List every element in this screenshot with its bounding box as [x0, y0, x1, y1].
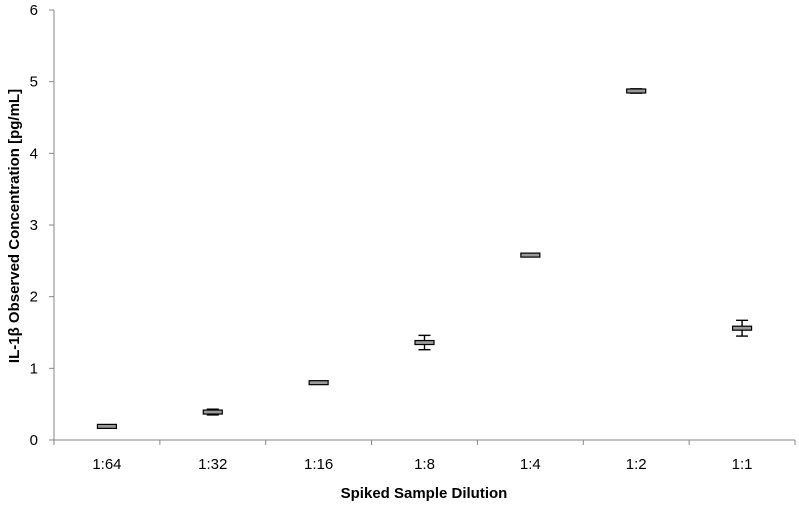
y-tick-label: 5 — [30, 74, 38, 91]
x-tick-label: 1:1 — [732, 456, 753, 473]
x-tick-label: 1:4 — [520, 456, 541, 473]
y-tick-label: 3 — [30, 217, 38, 234]
data-marker — [626, 88, 647, 94]
x-tick-label: 1:8 — [414, 456, 435, 473]
y-axis-title: IL-1β Observed Concentration [pg/mL] — [6, 89, 23, 363]
x-axis-ticks: 1:64 1:32 1:16 1:8 1:4 1:2 1:1 — [53, 440, 796, 473]
data-point — [202, 408, 223, 416]
data-marker — [520, 252, 541, 258]
data-point — [414, 334, 435, 351]
data-marker — [96, 423, 118, 429]
x-tick-label: 1:16 — [304, 456, 333, 473]
y-tick-label: 2 — [30, 289, 38, 306]
data-markers — [96, 88, 753, 429]
data-marker — [202, 409, 223, 415]
x-axis-title: Spiked Sample Dilution — [341, 485, 508, 502]
x-tick-label: 1:2 — [626, 456, 647, 473]
data-point — [731, 319, 753, 337]
data-marker — [308, 380, 329, 386]
y-tick-label: 6 — [30, 2, 38, 19]
data-marker — [414, 339, 435, 346]
data-point — [520, 252, 541, 258]
y-tick-label: 1 — [30, 360, 38, 377]
y-tick-label: 0 — [30, 432, 38, 449]
x-tick-label: 1:64 — [92, 456, 121, 473]
axes — [53, 10, 795, 441]
data-point — [308, 380, 329, 386]
data-marker — [731, 325, 753, 331]
x-tick-label: 1:32 — [198, 456, 227, 473]
y-axis-ticks: 0 1 2 3 4 5 6 — [30, 2, 54, 449]
data-point — [626, 88, 647, 94]
data-point — [96, 423, 118, 429]
y-tick-label: 4 — [30, 145, 38, 162]
